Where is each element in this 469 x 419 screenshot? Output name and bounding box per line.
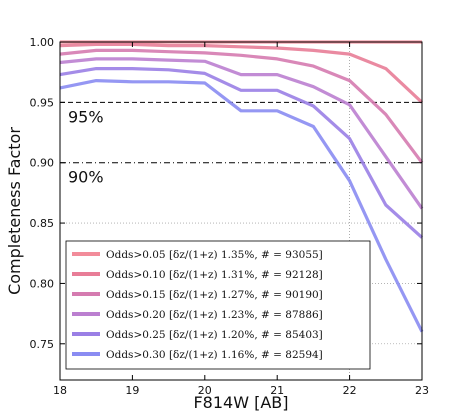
series-line xyxy=(59,42,424,104)
legend-label: Odds>0.05 [δz/(1+z) 1.35%, # = 93055] xyxy=(106,249,323,261)
x-tick-label: 21 xyxy=(270,384,284,397)
x-tick-label: 20 xyxy=(198,384,212,397)
legend-label: Odds>0.10 [δz/(1+z) 1.31%, # = 92128] xyxy=(106,269,323,281)
y-tick-label: 0.80 xyxy=(30,277,55,290)
series-line xyxy=(59,48,424,164)
y-tick-label: 0.95 xyxy=(30,96,55,109)
legend-label: Odds>0.20 [δz/(1+z) 1.23%, # = 87886] xyxy=(106,309,323,321)
series-line xyxy=(59,66,424,239)
x-axis-title: F814W [AB] xyxy=(193,393,288,412)
annotations: 95% 90% xyxy=(68,107,104,186)
x-tick-label: 18 xyxy=(53,384,67,397)
plot-frame xyxy=(59,41,423,381)
legend-box xyxy=(65,240,371,370)
axis-ticks: 18 19 20 21 22 23 0.75 0.80 0.85 0.90 0.95 1.00 xyxy=(30,36,430,397)
series-line xyxy=(59,78,424,333)
legend-label: Odds>0.25 [δz/(1+z) 1.20%, # = 85403] xyxy=(106,329,323,341)
reference-label: 95% xyxy=(68,107,104,126)
y-axis-title: Completeness Factor xyxy=(5,127,24,295)
y-tick-label: 0.75 xyxy=(30,338,55,351)
x-tick-label: 23 xyxy=(415,384,429,397)
x-tick-label: 19 xyxy=(125,384,139,397)
legend: Odds>0.05 [δz/(1+z) 1.35%, # = 93055] Odd… xyxy=(65,240,371,370)
y-tick-label: 1.00 xyxy=(30,36,55,49)
legend-label: Odds>0.15 [δz/(1+z) 1.27%, # = 90190] xyxy=(106,289,323,301)
series-line xyxy=(59,57,424,210)
y-tick-label: 0.85 xyxy=(30,217,55,230)
reference-label: 90% xyxy=(68,168,104,187)
x-tick-label: 22 xyxy=(343,384,357,397)
y-tick-label: 0.90 xyxy=(30,157,55,170)
legend-label: Odds>0.30 [δz/(1+z) 1.16%, # = 82594] xyxy=(106,349,323,361)
